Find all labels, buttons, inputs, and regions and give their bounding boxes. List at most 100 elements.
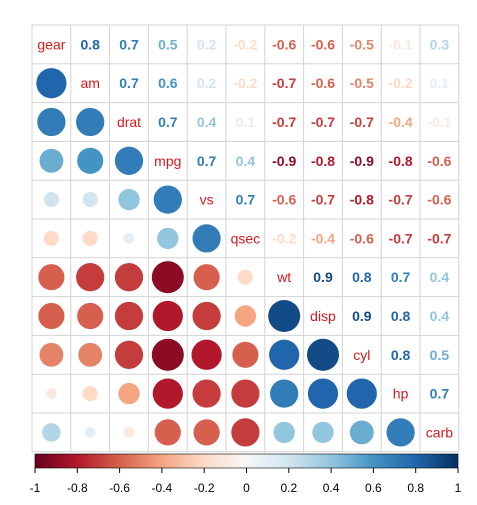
correlation-circle xyxy=(154,419,181,446)
coefficient-label: 0.4 xyxy=(197,114,217,130)
coefficient-label: -0.6 xyxy=(350,230,374,246)
coefficient-label: 0.2 xyxy=(197,36,217,52)
coefficient-label: -0.9 xyxy=(272,153,296,169)
variable-label: gear xyxy=(37,36,65,52)
variable-label: qsec xyxy=(231,230,261,246)
correlation-circle xyxy=(237,269,253,285)
coefficient-label: 0.5 xyxy=(158,36,178,52)
coefficient-label: 0.7 xyxy=(197,153,217,169)
coefficient-label: -0.8 xyxy=(350,192,374,208)
colorbar-tick-label: 1 xyxy=(455,481,462,495)
correlation-circle xyxy=(191,339,222,370)
coefficient-label: 0.8 xyxy=(391,347,411,363)
variable-label: am xyxy=(80,75,99,91)
correlation-circle xyxy=(270,379,299,408)
correlation-circle xyxy=(76,263,105,292)
colorbar-tick-label: -0.4 xyxy=(152,481,173,495)
correlation-circle xyxy=(77,302,104,330)
correlation-circle xyxy=(37,107,66,137)
coefficient-label: -0.6 xyxy=(427,192,451,208)
coefficient-label: 0.1 xyxy=(236,114,256,130)
correlation-circle xyxy=(46,388,57,399)
coefficient-label: -0.7 xyxy=(272,114,296,130)
coefficient-label: -0.2 xyxy=(389,75,413,91)
correlation-circle xyxy=(77,147,104,174)
coefficient-label: 0.7 xyxy=(430,386,450,402)
colorbar-tick-label: -0.6 xyxy=(109,481,130,495)
colorbar-tick-label: -0.2 xyxy=(194,481,215,495)
correlation-circle xyxy=(349,420,374,445)
correlation-circle xyxy=(114,146,144,175)
coefficient-label: -0.9 xyxy=(350,153,374,169)
coefficient-label: 0.7 xyxy=(119,75,139,91)
correlation-circle xyxy=(39,342,64,367)
correlation-circle xyxy=(43,230,59,246)
variable-label: mpg xyxy=(154,153,181,169)
correlation-circle xyxy=(269,339,300,370)
correlation-circle xyxy=(38,264,65,291)
correlation-circle xyxy=(232,341,259,368)
correlation-circle xyxy=(114,301,144,331)
correlation-circle xyxy=(42,423,61,442)
correlation-circle xyxy=(157,227,179,250)
correlation-circle xyxy=(152,378,183,409)
coefficient-label: 0.8 xyxy=(80,36,100,52)
correlation-circle xyxy=(268,299,301,333)
coefficient-label: 0.4 xyxy=(430,269,450,285)
coefficient-label: -0.4 xyxy=(311,230,335,246)
correlation-circle xyxy=(153,185,182,214)
coefficient-label: 0.4 xyxy=(430,308,450,324)
coefficient-label: -0.2 xyxy=(233,75,257,91)
coefficient-label: -0.6 xyxy=(272,36,296,52)
correlation-circle xyxy=(151,338,184,371)
correlation-circle xyxy=(192,224,221,253)
correlation-circle xyxy=(192,379,221,408)
correlation-circle xyxy=(152,300,183,332)
colorbar-gradient xyxy=(34,453,459,469)
correlation-circle xyxy=(123,233,135,244)
variable-label: carb xyxy=(426,424,453,440)
correlation-circle xyxy=(82,192,98,208)
correlation-circle xyxy=(39,148,64,173)
correlation-circle xyxy=(78,342,103,367)
correlation-circle xyxy=(82,230,98,246)
coefficient-label: 0.7 xyxy=(158,114,178,130)
coefficient-label: 0.9 xyxy=(352,308,372,324)
colorbar-tick-label: 0.8 xyxy=(407,481,424,495)
coefficient-label: -0.5 xyxy=(350,36,374,52)
coefficient-label: 0.7 xyxy=(236,192,256,208)
correlation-circle xyxy=(151,261,184,294)
correlation-circle xyxy=(118,188,140,211)
coefficient-label: -0.6 xyxy=(311,36,335,52)
coefficient-label: 0.3 xyxy=(430,36,450,52)
colorbar-tick-label: 0.4 xyxy=(323,481,340,495)
colorbar-tick-label: 0.2 xyxy=(280,481,297,495)
correlation-circle xyxy=(273,421,295,444)
correlation-circle xyxy=(76,107,105,137)
coefficient-label: -0.7 xyxy=(350,114,374,130)
coefficient-label: -0.2 xyxy=(233,36,257,52)
correlation-circle xyxy=(82,386,98,402)
coefficient-label: -0.1 xyxy=(389,36,413,52)
coefficient-label: -0.2 xyxy=(272,230,296,246)
variable-label: vs xyxy=(200,192,214,208)
matrix-grid xyxy=(31,24,460,453)
colorbar-tick-label: -1 xyxy=(30,481,41,495)
correlation-circle xyxy=(36,68,67,99)
correlation-circle xyxy=(231,418,260,447)
coefficient-label: 0.8 xyxy=(391,308,411,324)
variable-label: hp xyxy=(393,386,409,402)
coefficient-label: -0.7 xyxy=(389,192,413,208)
coefficient-label: -0.7 xyxy=(389,230,413,246)
variable-label: cyl xyxy=(353,347,370,363)
coefficient-label: -0.8 xyxy=(389,153,413,169)
coefficient-label: -0.6 xyxy=(272,192,296,208)
colorbar-tick-label: -0.8 xyxy=(67,481,88,495)
correlation-circle xyxy=(346,378,377,409)
coefficient-label: -0.4 xyxy=(389,114,413,130)
correlation-circle xyxy=(118,382,140,405)
coefficient-label: -0.5 xyxy=(350,75,374,91)
correlation-circle xyxy=(38,302,65,330)
correlation-marks: gear 0.8 0.7 0.5 0.2 -0.2 -0.6 -0.6 -0.5 -0.1 0.3 a… xyxy=(36,36,453,447)
